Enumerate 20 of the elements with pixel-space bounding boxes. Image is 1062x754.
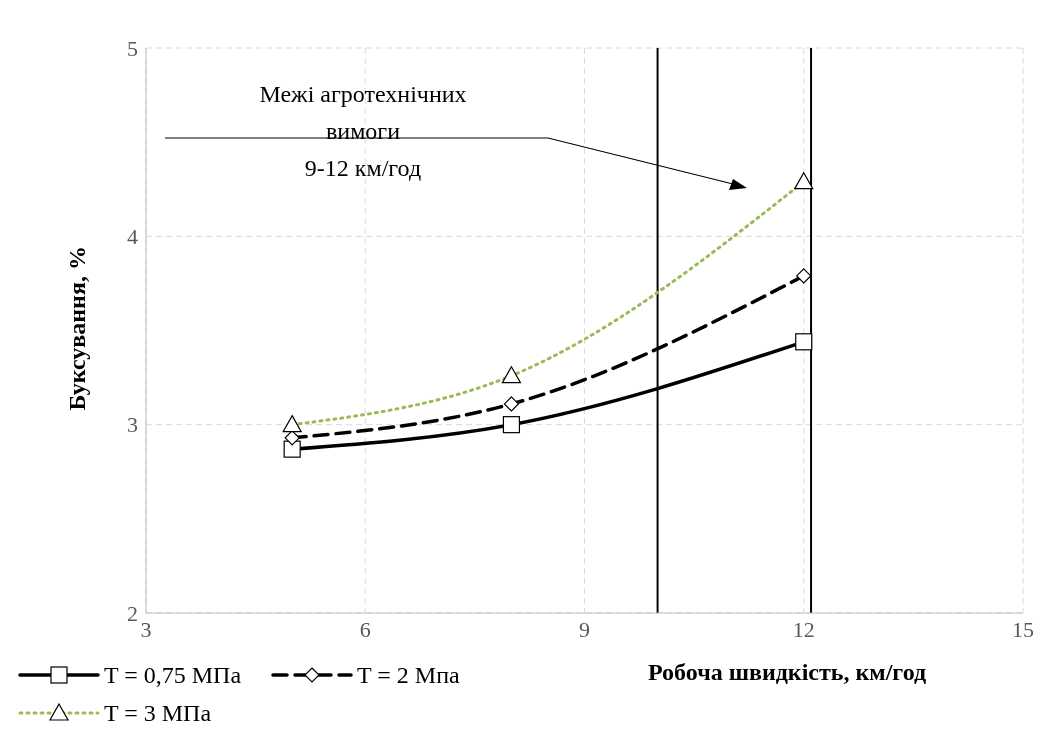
y-axis-title: Буксування, % [63,246,90,411]
legend-label: T = 3 МПа [104,699,212,727]
x-tick-label: 15 [1012,616,1034,642]
y-tick-label: 2 [127,600,138,626]
point [283,440,301,458]
y-tick-label: 4 [127,224,138,250]
y-tick-label: 3 [127,412,138,438]
point [502,416,521,434]
point [503,396,520,412]
legend-label: T = 2 Мпа [357,661,460,689]
annotation: Межі агротехнічних вимоги 9-12 км/год [258,80,468,183]
y-tick-label: 5 [127,35,138,61]
point [796,268,812,284]
x-tick-label: 9 [579,616,590,642]
x-tick-label: 12 [792,616,815,642]
point [284,430,300,446]
point [795,333,813,351]
x-axis-title: Робоча швидкість, км/год [648,659,927,686]
x-tick-label: 6 [359,616,371,642]
legend-label: T = 0,75 МПа [104,661,242,689]
